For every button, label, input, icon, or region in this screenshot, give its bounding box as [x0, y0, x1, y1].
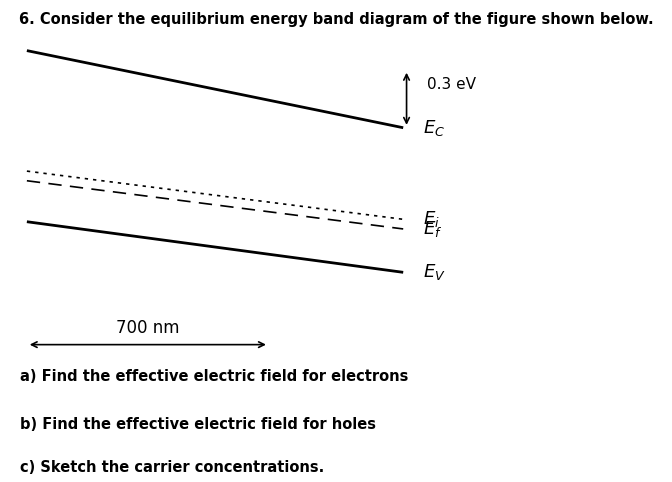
Text: 6. Consider the equilibrium energy band diagram of the figure shown below.: 6. Consider the equilibrium energy band … [19, 12, 653, 27]
Text: $E_V$: $E_V$ [423, 262, 446, 282]
Text: a) Find the effective electric field for electrons: a) Find the effective electric field for… [20, 369, 409, 384]
Text: b) Find the effective electric field for holes: b) Find the effective electric field for… [20, 417, 376, 432]
Text: $E_f$: $E_f$ [423, 219, 443, 239]
Text: $E_i$: $E_i$ [423, 209, 440, 229]
Text: c) Sketch the carrier concentrations.: c) Sketch the carrier concentrations. [20, 460, 325, 475]
Text: 0.3 eV: 0.3 eV [427, 77, 476, 92]
Text: $E_C$: $E_C$ [423, 118, 446, 138]
Text: 700 nm: 700 nm [116, 319, 179, 337]
